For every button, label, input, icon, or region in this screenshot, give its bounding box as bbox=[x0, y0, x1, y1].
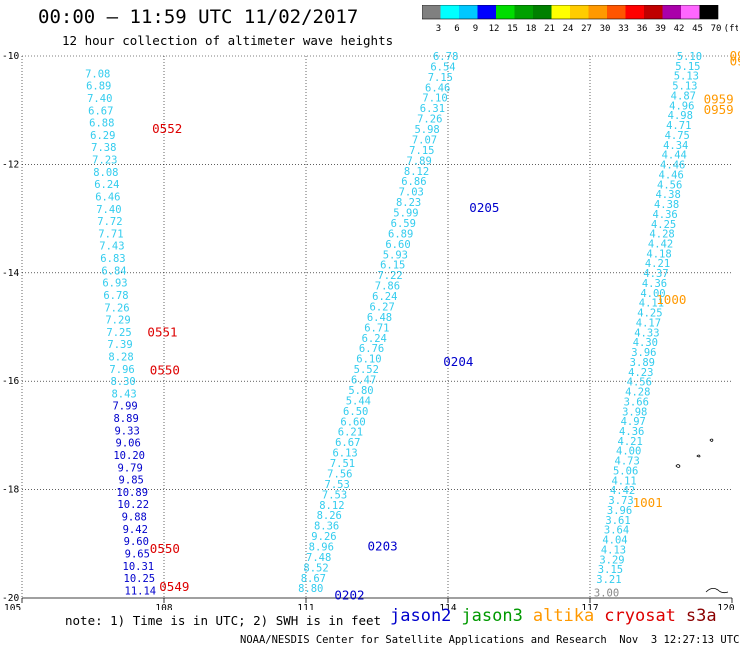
time-label: 0203 bbox=[368, 539, 398, 554]
wave-height-value: 7.26 bbox=[104, 302, 129, 314]
wave-height-value: 6.29 bbox=[90, 130, 115, 142]
wave-height-value: 7.43 bbox=[99, 241, 124, 253]
wave-height-value: 7.40 bbox=[96, 204, 121, 216]
island-outline bbox=[697, 455, 700, 457]
wave-height-value: 10.25 bbox=[124, 573, 156, 585]
wave-height-value: 11.14 bbox=[125, 585, 157, 597]
legend-item-jason3: jason3 bbox=[461, 606, 522, 626]
wave-height-value: 6.88 bbox=[89, 118, 114, 130]
island-outline bbox=[710, 439, 713, 442]
wave-height-value: 7.99 bbox=[112, 401, 137, 413]
time-label: 1000 bbox=[656, 292, 686, 307]
lon-tick-label: 111 bbox=[297, 603, 314, 610]
wave-height-value: 9.60 bbox=[124, 536, 149, 548]
wave-height-value: 6.84 bbox=[101, 265, 126, 277]
wave-height-value: 10.31 bbox=[123, 561, 155, 573]
lat-tick-label: -12 bbox=[2, 159, 19, 170]
wave-height-value: 8.28 bbox=[108, 352, 133, 364]
time-label: 0204 bbox=[443, 354, 473, 369]
time-label: 0550 bbox=[150, 362, 180, 377]
wave-height-value: 8.43 bbox=[111, 388, 136, 400]
time-label: 0550 bbox=[150, 541, 180, 556]
wave-height-value: 7.71 bbox=[98, 228, 123, 240]
legend-item-altika: altika bbox=[533, 606, 594, 626]
time-label: 0205 bbox=[469, 200, 499, 215]
wave-height-value: 7.40 bbox=[87, 93, 112, 105]
lat-tick-label: -10 bbox=[2, 51, 19, 62]
wave-height-value: 6.46 bbox=[95, 191, 120, 203]
satellite-legend: jason2 jason3 altika cryosat s3a bbox=[390, 606, 727, 626]
wave-height-value: 3.00 bbox=[594, 588, 619, 600]
wave-height-value: 10.22 bbox=[117, 499, 149, 511]
wave-height-value: 7.29 bbox=[105, 315, 130, 327]
wave-height-value: 7.96 bbox=[109, 364, 134, 376]
wave-height-value: 9.79 bbox=[118, 462, 143, 474]
time-label: 095 bbox=[730, 53, 740, 68]
wave-height-value: 10.89 bbox=[116, 487, 148, 499]
lat-tick-label: -20 bbox=[2, 593, 19, 604]
lat-tick-label: -16 bbox=[2, 376, 19, 387]
credit-line: NOAA/NESDIS Center for Satellite Applica… bbox=[240, 634, 740, 646]
coastline bbox=[706, 588, 728, 592]
wave-height-value: 7.38 bbox=[91, 142, 116, 154]
wave-height-value: 6.24 bbox=[94, 179, 119, 191]
island-outline bbox=[676, 465, 680, 468]
legend-item-s3a: s3a bbox=[686, 606, 717, 626]
legend-item-jason2: jason2 bbox=[390, 606, 451, 626]
wave-height-value: 9.42 bbox=[123, 524, 148, 536]
lon-tick-label: 105 bbox=[4, 603, 21, 610]
wave-height-value: 10.20 bbox=[113, 450, 145, 462]
legend-item-cryosat: cryosat bbox=[604, 606, 676, 626]
wave-height-value: 8.08 bbox=[93, 167, 118, 179]
wave-height-value: 9.88 bbox=[122, 512, 147, 524]
time-label: 0552 bbox=[152, 121, 182, 136]
wave-height-value: 7.72 bbox=[97, 216, 122, 228]
footer-note: note: 1) Time is in UTC; 2) SWH is in fe… bbox=[65, 613, 381, 628]
wave-height-value: 7.25 bbox=[106, 327, 131, 339]
wave-height-value: 9.06 bbox=[116, 438, 141, 450]
wave-height-value: 7.23 bbox=[92, 155, 117, 167]
wave-height-value: 3.21 bbox=[596, 574, 621, 586]
lat-tick-label: -18 bbox=[2, 485, 19, 496]
wave-height-value: 7.08 bbox=[85, 68, 110, 80]
time-label: 0959 bbox=[704, 102, 734, 117]
wave-height-value: 8.80 bbox=[298, 583, 323, 595]
wave-height-value: 8.30 bbox=[110, 376, 135, 388]
wave-height-value: 6.78 bbox=[103, 290, 128, 302]
wave-height-value: 8.89 bbox=[113, 413, 138, 425]
wave-height-value: 6.67 bbox=[88, 105, 113, 117]
wave-height-value: 6.93 bbox=[102, 278, 127, 290]
wave-height-value: 6.83 bbox=[100, 253, 125, 265]
time-label: 0549 bbox=[159, 579, 189, 594]
wave-height-value: 9.65 bbox=[125, 548, 150, 560]
wave-height-value: 6.89 bbox=[86, 81, 111, 93]
wave-height-value: 9.33 bbox=[114, 425, 139, 437]
lon-tick-label: 108 bbox=[155, 603, 172, 610]
wave-height-value: 9.85 bbox=[119, 475, 144, 487]
time-label: 0202 bbox=[334, 587, 364, 602]
wave-height-value: 7.39 bbox=[107, 339, 132, 351]
wave-height-map: 105 108 111 114 117 120-10-12-14-16-18-207.08… bbox=[0, 0, 740, 610]
lat-tick-label: -14 bbox=[2, 268, 19, 279]
time-label: 1001 bbox=[633, 495, 663, 510]
time-label: 0551 bbox=[147, 324, 177, 339]
